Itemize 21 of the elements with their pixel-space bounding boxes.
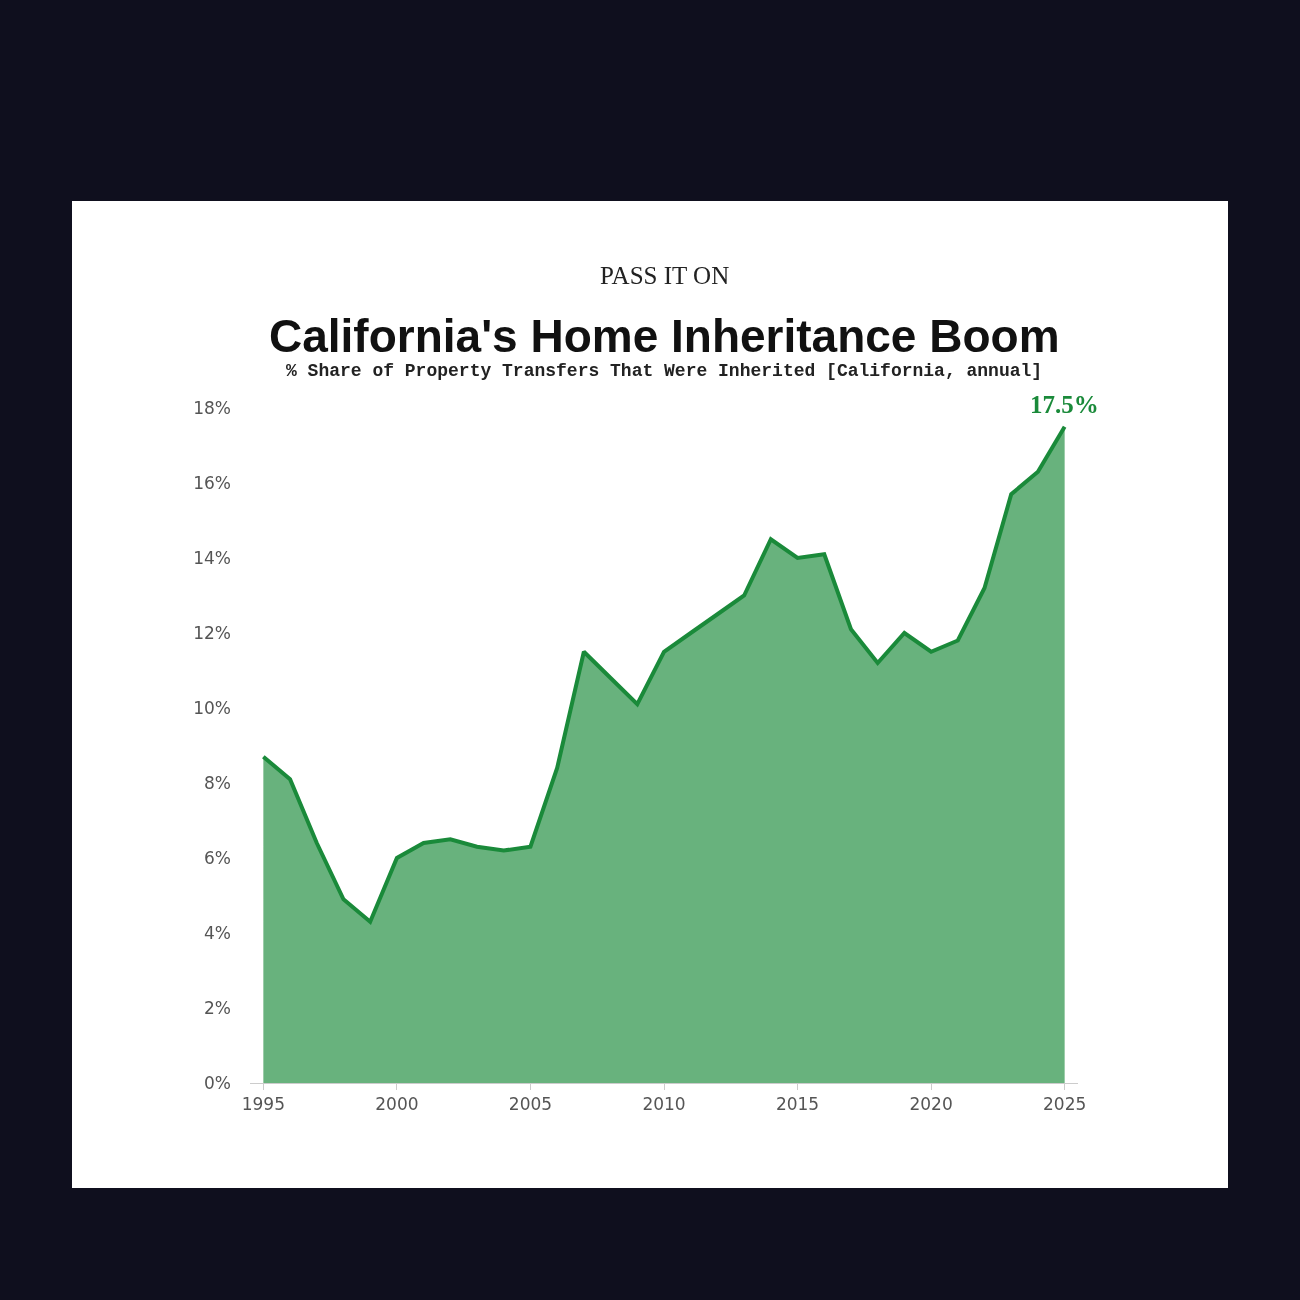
y-tick-label: 0% — [204, 1072, 231, 1093]
y-tick-label: 8% — [204, 772, 231, 793]
x-tick-label: 2000 — [375, 1094, 419, 1115]
y-tick-label: 2% — [204, 997, 231, 1018]
x-tick-label: 2010 — [642, 1094, 686, 1115]
y-tick-label: 6% — [204, 847, 231, 868]
y-tick-label: 12% — [193, 622, 231, 643]
chart-title: California's Home Inheritance Boom — [269, 310, 1060, 362]
x-tick-label: 2020 — [909, 1094, 953, 1115]
text: PASS IT ON — [600, 262, 730, 289]
annotation: 17.5% — [1030, 391, 1099, 418]
x-tick-label: 2025 — [1043, 1094, 1087, 1115]
chart-subtitle: % Share of Property Transfers That Were Inherited [California, annual] — [286, 361, 1043, 381]
y-tick-label: 10% — [193, 697, 231, 718]
y-tick-label: 16% — [193, 472, 231, 493]
y-tick-label: 18% — [193, 397, 231, 418]
y-tick-label: 4% — [204, 922, 231, 943]
x-tick-label: 2015 — [775, 1094, 820, 1115]
x-tick-label: 2005 — [508, 1094, 553, 1115]
y-tick-label: 14% — [193, 547, 231, 568]
x-tick-label: 1995 — [241, 1094, 285, 1115]
